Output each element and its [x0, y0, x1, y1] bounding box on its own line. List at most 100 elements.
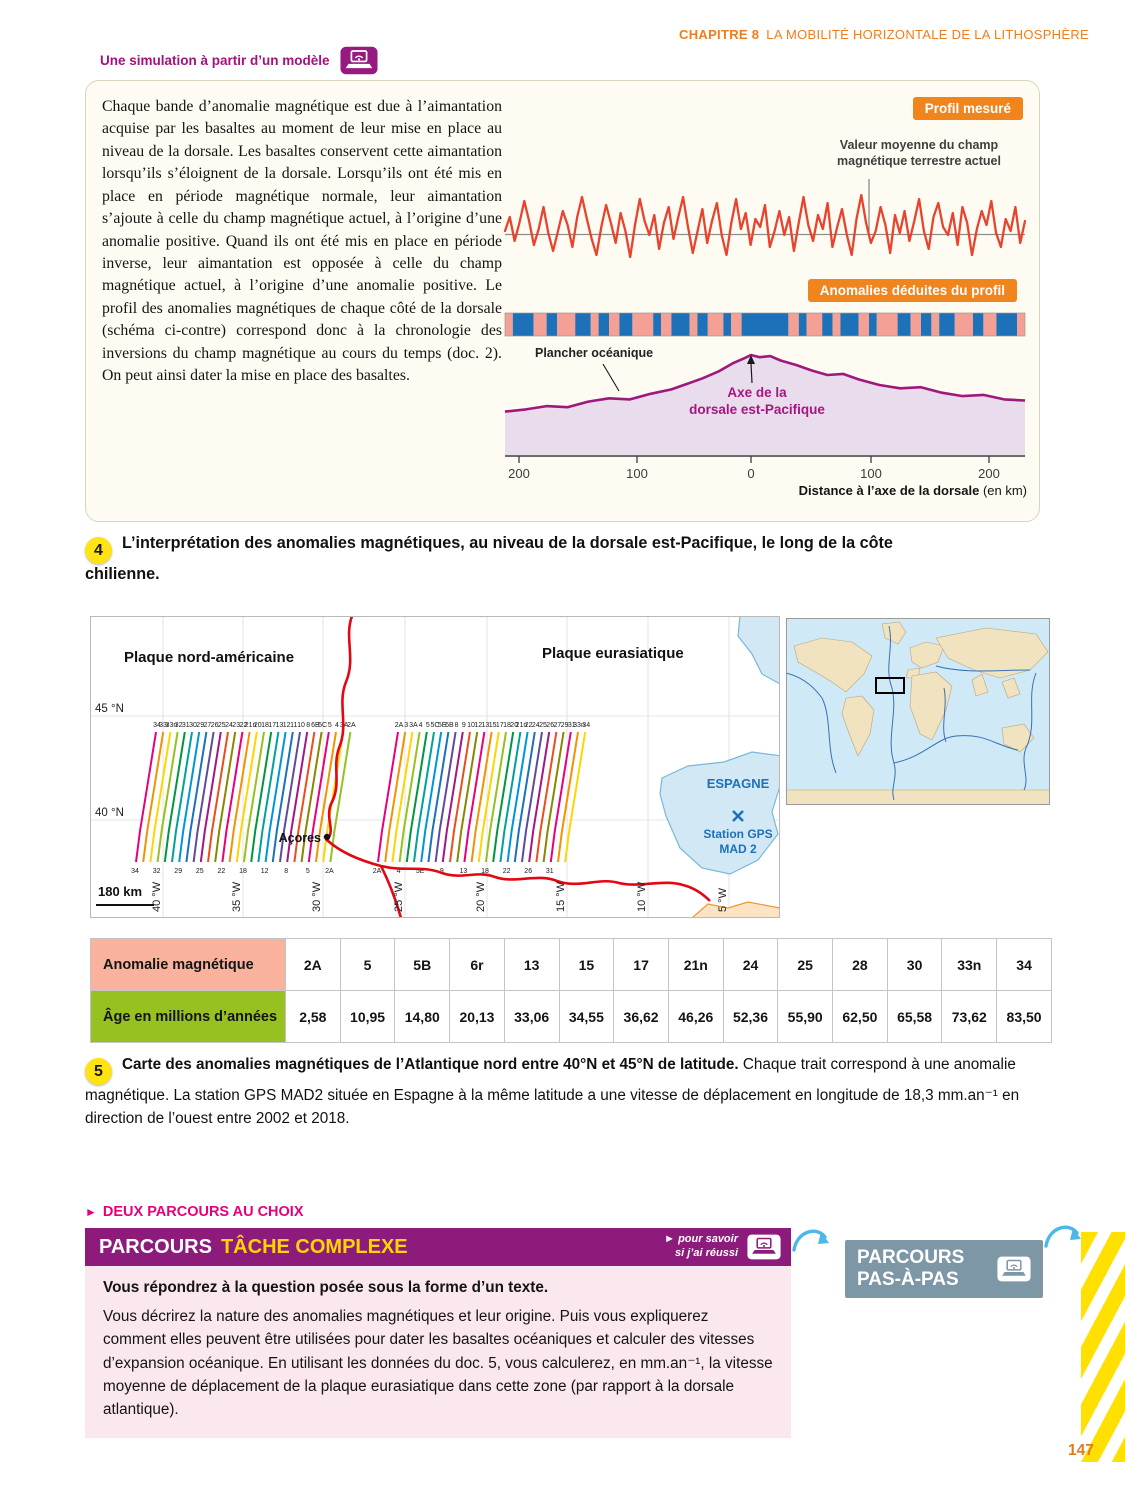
polarity-segment — [798, 313, 807, 336]
anomaly-stripe — [257, 731, 280, 863]
x-tick-label: 100 — [626, 466, 648, 481]
anomaly-stripe — [142, 731, 165, 863]
polarity-segment — [505, 313, 513, 336]
parcours-pas-a-pas[interactable]: PARCOURS PAS-À-PAS — [845, 1240, 1043, 1298]
anomaly-stripe-label: 29 — [174, 868, 182, 875]
anomaly-stripe-label: 34 — [153, 722, 161, 729]
anomaly-stripe-label: 5 — [328, 722, 332, 729]
anomaly-value-cell: 2A — [285, 938, 341, 991]
parcours-body: Vous répondrez à la question posée sous … — [85, 1266, 791, 1439]
anomaly-stripe-label: 12 — [474, 722, 482, 729]
anomaly-stripe — [492, 731, 515, 863]
parcours-banner: PARCOURS TÂCHE COMPLEXE ► pour savoir si… — [85, 1228, 791, 1266]
polarity-segment — [806, 313, 823, 336]
lon-label: 40 °W — [151, 881, 163, 912]
anomaly-stripe-label: 6B — [311, 722, 320, 729]
chapter-label: CHAPITRE 8 — [679, 27, 760, 42]
savoir-link[interactable]: ► pour savoir si j’ai réussi — [664, 1233, 738, 1259]
anomaly-value-cell: 6r — [449, 938, 505, 991]
polarity-segment — [598, 313, 609, 336]
anomaly-stripe — [279, 731, 301, 863]
plate-boundary-line — [943, 687, 947, 743]
lon-label: 30 °W — [311, 881, 323, 912]
polarity-segment — [765, 313, 789, 336]
anomaly-value-cell: 17 — [613, 938, 669, 991]
polarity-segment — [661, 313, 672, 336]
anomaly-stripe-label: 9 — [462, 722, 466, 729]
gps-station-label: MAD 2 — [719, 842, 757, 856]
polarity-segment — [939, 313, 955, 336]
age-value-cell: 52,36 — [722, 990, 779, 1043]
plate-boundary-line — [1023, 672, 1037, 791]
laptop-wifi-icon[interactable] — [340, 46, 378, 75]
anomaly-stripe — [315, 731, 337, 863]
simulation-label: Une simulation à partir d’un modèle — [100, 53, 330, 68]
anomaly-stripe-label: 15 — [489, 722, 497, 729]
anomaly-stripe — [413, 731, 435, 863]
polarity-segment — [931, 313, 940, 336]
anomaly-stripe-label: 5E — [438, 722, 447, 729]
laptop-wifi-icon[interactable] — [997, 1256, 1031, 1282]
anomaly-stripe — [506, 731, 529, 863]
spain-label: ESPAGNE — [707, 776, 770, 791]
africa-landmass — [691, 901, 780, 918]
plate-boundary-line — [786, 672, 823, 699]
anomaly-stripe — [513, 731, 536, 863]
seafloor-fill — [505, 355, 1025, 455]
anomaly-stripe-label: 17 — [496, 722, 504, 729]
anomaly-value-cell: 25 — [777, 938, 834, 991]
polarity-segment — [1017, 313, 1025, 336]
anomaly-value-cell: 21n — [667, 938, 724, 991]
age-value-cell: 34,55 — [558, 990, 615, 1043]
anomaly-stripe — [192, 731, 215, 863]
anomaly-stripe-label: 26 — [524, 868, 532, 875]
caption-5-bold: Carte des anomalies magnétiques de l’Atl… — [122, 1056, 739, 1073]
parcours-banner-title: PARCOURS — [99, 1235, 212, 1258]
age-value-cell: 33,06 — [503, 990, 560, 1043]
anomaly-stripe — [329, 731, 352, 863]
caption-5-text: Chaque trait correspond à une anomalie m… — [85, 1056, 1020, 1127]
caption-4-number: 4 — [85, 537, 112, 565]
lat-label: 40 °N — [95, 807, 124, 819]
polarity-segment — [910, 313, 921, 336]
anomaly-stripe-label: 20 — [254, 722, 262, 729]
world-landmass — [909, 671, 953, 741]
anomaly-stripe — [264, 731, 287, 863]
anomaly-stripe-label: 22 — [503, 868, 511, 875]
laptop-wifi-icon[interactable] — [747, 1234, 781, 1260]
lon-label: 10 °W — [636, 881, 648, 912]
polarity-segment — [512, 313, 534, 336]
anomaly-stripe-label: 12 — [261, 868, 269, 875]
anomaly-stripe — [521, 731, 543, 863]
anomaly-stripe-label: 8 — [306, 722, 310, 729]
anomaly-stripe-label: 31 — [182, 722, 190, 729]
anomaly-stripe — [163, 731, 186, 863]
anomaly-stripe-label: 4 — [397, 868, 401, 875]
age-value-cell: 2,58 — [285, 990, 341, 1043]
world-landmass — [793, 637, 873, 693]
anomaly-stripe-label: 17 — [268, 722, 276, 729]
polarity-segment — [822, 313, 833, 336]
anomaly-stripe-label: 3A — [409, 722, 418, 729]
anomaly-stripe-label: 31 — [568, 722, 576, 729]
age-value-cell: 65,58 — [886, 990, 943, 1043]
polarity-segment — [557, 313, 576, 336]
parcours-tache-complexe: PARCOURS TÂCHE COMPLEXE ► pour savoir si… — [85, 1228, 791, 1439]
plate-boundary-line — [935, 665, 1031, 672]
anomaly-stripe — [499, 731, 522, 863]
lon-label: 5 °W — [717, 887, 729, 912]
world-landmass — [881, 621, 907, 645]
anomaly-stripe-label: 5C — [318, 722, 327, 729]
polarity-segment — [869, 313, 877, 336]
anomaly-stripe-label: 5E — [416, 868, 425, 875]
anomaly-stripe — [557, 731, 579, 863]
polarity-segment — [840, 313, 859, 336]
plate-label-eurasian: Plaque eurasiatique — [542, 645, 684, 662]
anomaly-stripe-label: 31 — [546, 868, 554, 875]
polarity-segment — [921, 313, 932, 336]
anomaly-stripe-label: 10 — [297, 722, 305, 729]
polarity-segment — [619, 313, 633, 336]
anomaly-stripe — [535, 731, 558, 863]
parcours-banner-subtitle: TÂCHE COMPLEXE — [220, 1235, 408, 1258]
